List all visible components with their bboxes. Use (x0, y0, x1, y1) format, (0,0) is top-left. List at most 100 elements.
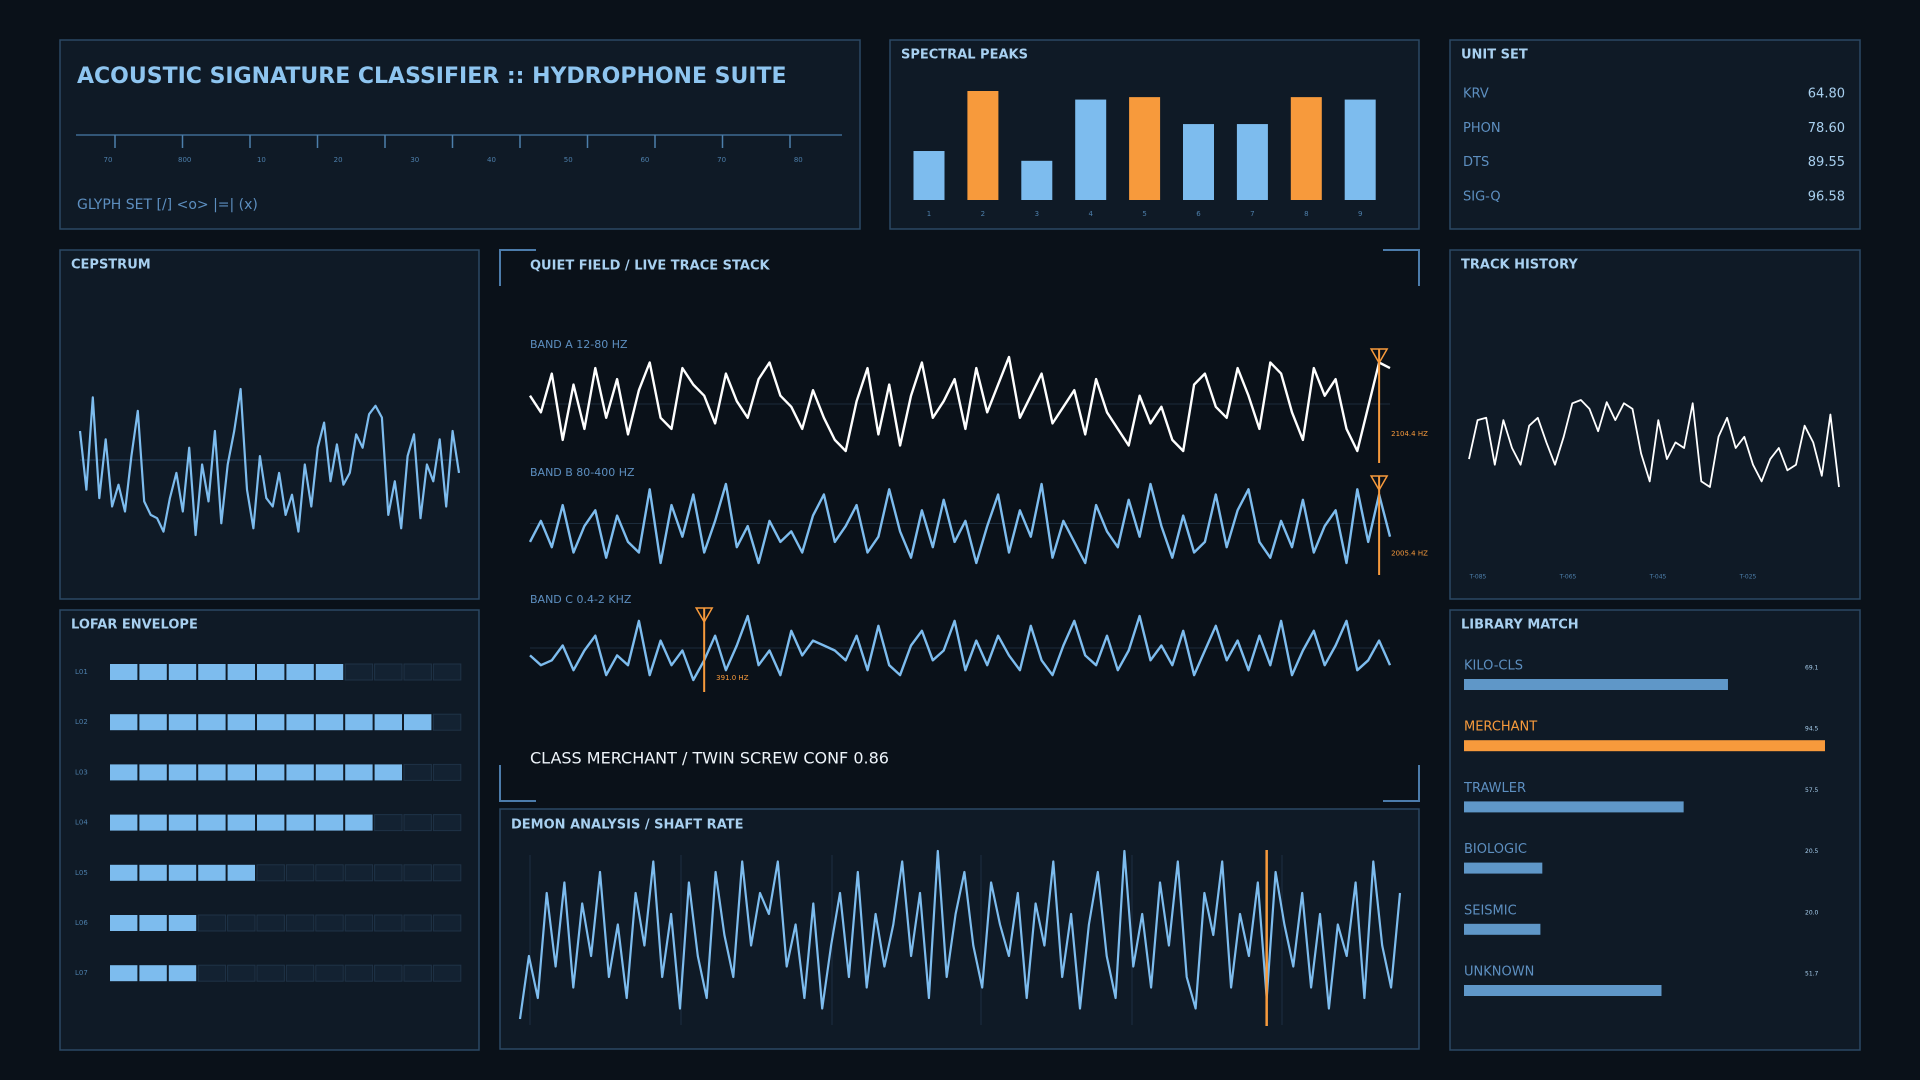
track-x-label: T-045 (1649, 574, 1667, 581)
lofar-cell (198, 864, 226, 881)
lofar-label: L06 (75, 919, 88, 927)
lofar-cell (168, 814, 197, 831)
lofar-label: L01 (75, 668, 88, 676)
unit-value: 89.55 (1808, 155, 1845, 170)
lofar-cell (139, 965, 167, 982)
lofar-cell (345, 764, 373, 781)
lofar-cell (286, 664, 314, 680)
bar-label: 5 (1142, 210, 1146, 218)
lofar-label: L07 (75, 969, 88, 977)
panel-title: TRACK HISTORY (1461, 258, 1578, 273)
lofar-cell-empty (344, 864, 374, 882)
cepstrum-line (78, 387, 461, 537)
lofar-cell-empty (285, 864, 315, 882)
match-label: SEISMIC (1464, 903, 1517, 918)
lofar-cell (198, 814, 226, 831)
bar (913, 151, 945, 200)
panel-title: CEPSTRUM (71, 258, 151, 273)
track-x-label: T-065 (1559, 574, 1577, 581)
lofar-cell (110, 814, 138, 831)
marker-head (1369, 348, 1389, 365)
lofar-cell-empty (315, 864, 344, 882)
lofar-cell (315, 814, 344, 831)
match-label: BIOLOGIC (1464, 842, 1527, 857)
match-label: TRAWLER (1463, 781, 1526, 796)
match-bar (1464, 740, 1825, 752)
match-bar (1464, 923, 1541, 935)
lofar-cell-empty (227, 914, 256, 932)
bar (1183, 124, 1214, 200)
lofar-cell-empty (197, 964, 227, 982)
match-value: 69.1 (1805, 665, 1819, 672)
panel-title: LOFAR ENVELOPE (71, 618, 198, 633)
bar-label: 4 (1088, 210, 1093, 218)
unit-label: PHON (1463, 121, 1501, 136)
marker-head (1369, 475, 1389, 492)
lofar-cell-empty (256, 864, 285, 882)
lofar-cell-empty (403, 964, 432, 982)
match-value: 51.7 (1805, 971, 1819, 978)
unit-label: KRV (1463, 87, 1489, 102)
match-value: 20.0 (1805, 909, 1819, 916)
trace-line (528, 355, 1391, 453)
lofar-cell (168, 714, 197, 731)
lofar-cell-empty (374, 663, 403, 681)
app-title: ACOUSTIC SIGNATURE CLASSIFIER :: HYDROPH… (77, 64, 787, 89)
bar (1344, 99, 1376, 200)
panel-title: SPECTRAL PEAKS (901, 48, 1028, 63)
lofar-cell (110, 915, 138, 931)
lofar-cell (110, 764, 138, 781)
lofar-cell (227, 714, 255, 731)
panel-title: QUIET FIELD / LIVE TRACE STACK (530, 259, 770, 274)
band-label: BAND B 80-400 HZ (530, 466, 635, 479)
lofar-cell (139, 714, 167, 731)
lofar-cell-empty (403, 814, 432, 832)
match-value: 94.5 (1805, 726, 1819, 733)
unit-value: 64.80 (1808, 87, 1845, 102)
match-bar (1464, 801, 1684, 813)
lofar-cell-empty (432, 763, 462, 781)
bar (1021, 160, 1053, 200)
marker-label: 391.0 HZ (716, 674, 749, 682)
match-label: MERCHANT (1464, 720, 1537, 735)
lofar-cell (198, 764, 226, 781)
lofar-cell (257, 714, 285, 731)
demon-line (518, 849, 1402, 1020)
lofar-cell-empty (374, 814, 403, 832)
panel (499, 808, 1420, 1050)
lofar-cell-empty (403, 864, 432, 882)
corner-bracket (499, 765, 536, 802)
lofar-cell-empty (403, 914, 432, 932)
unit-label: SIG-Q (1463, 189, 1501, 204)
lofar-cell (227, 864, 255, 881)
marker-head (694, 607, 714, 624)
ruler-label: 70 (104, 156, 113, 164)
lofar-label: L03 (75, 768, 88, 776)
bar (1290, 97, 1322, 200)
bar (1075, 99, 1107, 200)
lofar-cell (345, 714, 373, 731)
lofar-cell-empty (197, 914, 227, 932)
lofar-cell (315, 664, 344, 680)
lofar-cell (257, 814, 285, 831)
lofar-cell-empty (374, 914, 403, 932)
match-label: UNKNOWN (1464, 965, 1534, 980)
lofar-cell (168, 864, 197, 881)
lofar-cell-empty (285, 964, 315, 982)
lofar-label: L04 (75, 819, 88, 827)
lofar-cell-empty (344, 964, 374, 982)
bar-label: 8 (1304, 210, 1308, 218)
lofar-cell (139, 764, 167, 781)
lofar-cell (139, 864, 167, 881)
lofar-cell (374, 714, 402, 731)
match-value: 57.5 (1805, 787, 1819, 794)
classification: CLASS MERCHANT / TWIN SCREW CONF 0.86 (530, 749, 889, 768)
bar (967, 91, 999, 200)
unit-label: DTS (1463, 155, 1489, 170)
unit-value: 96.58 (1808, 189, 1845, 204)
lofar-cell (198, 714, 226, 731)
unit-value: 78.60 (1808, 121, 1845, 136)
track-x-label: T-085 (1469, 574, 1487, 581)
lofar-cell-empty (227, 964, 256, 982)
